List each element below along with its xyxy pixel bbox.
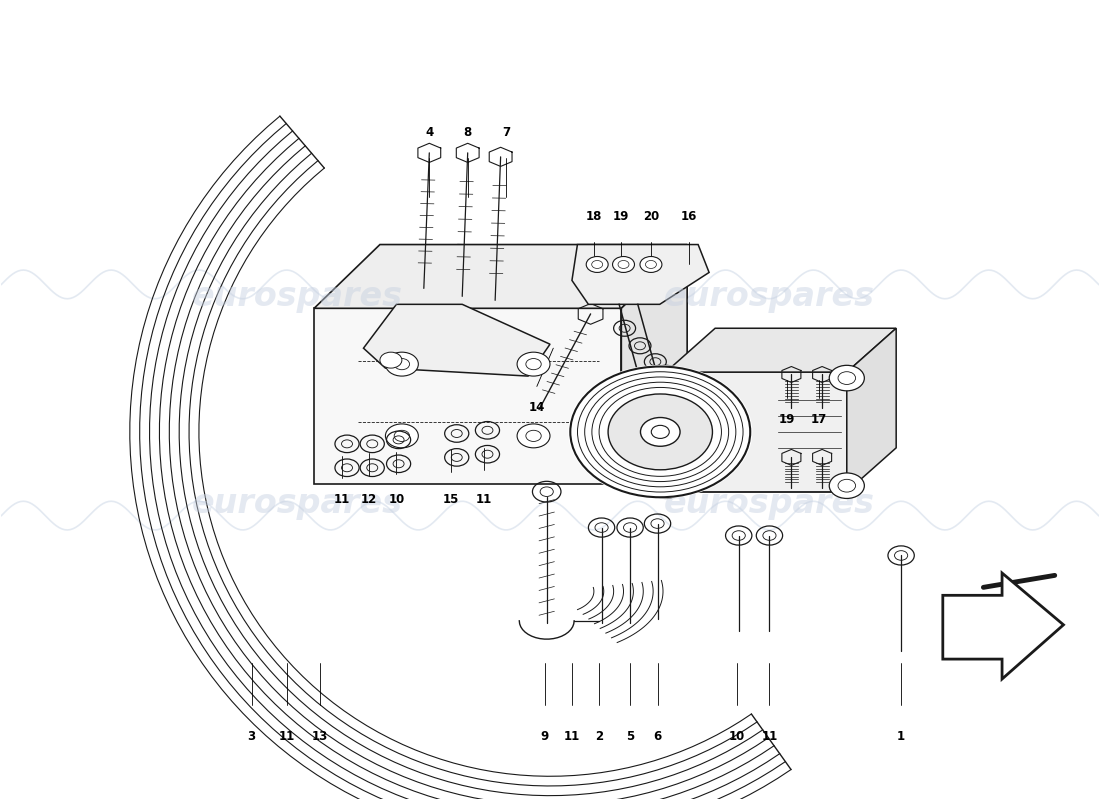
Text: 7: 7 [502,126,510,139]
Circle shape [648,473,683,498]
Text: 17: 17 [811,414,827,426]
Circle shape [517,352,550,376]
Text: 9: 9 [540,730,549,743]
Circle shape [568,365,752,499]
Circle shape [586,257,608,273]
Text: 18: 18 [585,210,602,223]
Text: 8: 8 [463,126,472,139]
Circle shape [379,352,401,368]
Text: 11: 11 [278,730,295,743]
Circle shape [517,424,550,448]
Polygon shape [315,308,622,484]
Circle shape [608,394,713,470]
Circle shape [570,366,750,498]
Circle shape [640,257,662,273]
Text: eurospares: eurospares [664,280,874,313]
Text: 15: 15 [443,493,460,506]
Circle shape [648,366,683,391]
Text: eurospares: eurospares [664,487,874,520]
Text: 1: 1 [896,730,905,743]
Text: 11: 11 [761,730,778,743]
Polygon shape [666,372,847,492]
Circle shape [640,418,680,446]
Circle shape [829,473,865,498]
Text: 11: 11 [564,730,580,743]
Circle shape [613,257,635,273]
Circle shape [829,366,865,391]
Text: eurospares: eurospares [192,280,403,313]
Text: 14: 14 [529,402,544,414]
Polygon shape [847,328,896,492]
Text: eurospares: eurospares [192,487,403,520]
Polygon shape [621,245,688,484]
Text: 2: 2 [595,730,604,743]
Text: 13: 13 [311,730,328,743]
Polygon shape [572,245,710,304]
Text: 12: 12 [361,493,377,506]
Text: 5: 5 [626,730,635,743]
Text: 3: 3 [248,730,255,743]
Text: 10: 10 [388,493,405,506]
Text: 19: 19 [613,210,629,223]
Text: 10: 10 [728,730,745,743]
Text: 4: 4 [426,126,433,139]
Text: 20: 20 [642,210,659,223]
Text: 11: 11 [333,493,350,506]
Circle shape [385,424,418,448]
Text: 11: 11 [476,493,493,506]
Polygon shape [666,328,896,372]
Polygon shape [943,573,1064,679]
Polygon shape [315,245,688,308]
Polygon shape [363,304,550,376]
Text: 16: 16 [681,210,697,223]
Text: 6: 6 [653,730,662,743]
Text: 19: 19 [779,414,795,426]
Circle shape [385,352,418,376]
